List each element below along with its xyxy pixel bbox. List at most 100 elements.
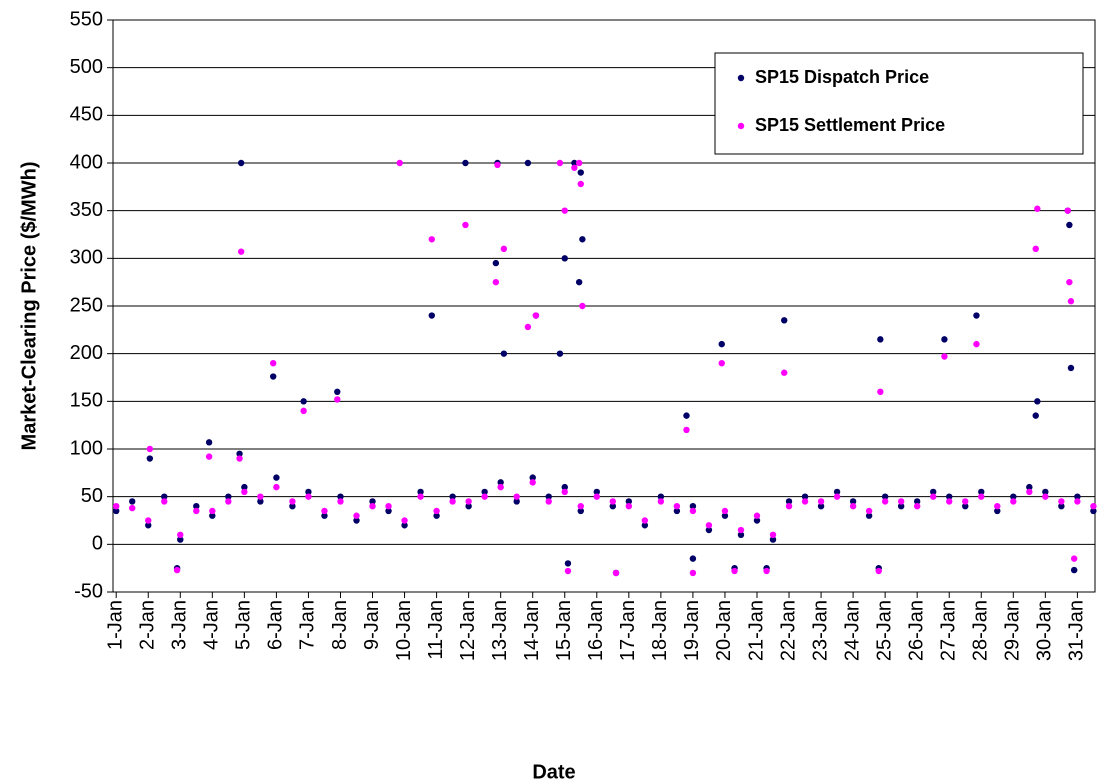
data-point <box>237 248 245 255</box>
data-point <box>161 498 168 505</box>
data-point <box>897 503 905 510</box>
data-point <box>833 488 841 496</box>
data-point <box>462 159 469 167</box>
x-tick-label: 27-Jan <box>938 600 960 661</box>
data-point <box>1058 503 1065 510</box>
data-point <box>1032 245 1039 252</box>
data-point <box>494 161 501 169</box>
x-tick-label: 5-Jan <box>233 600 255 650</box>
data-point <box>428 236 435 243</box>
data-point <box>865 512 873 519</box>
data-point <box>978 493 985 500</box>
x-tick-label: 28-Jan <box>970 600 992 661</box>
legend-label: SP15 Settlement Price <box>755 115 945 135</box>
data-point <box>257 498 264 505</box>
data-point <box>705 522 713 529</box>
data-point <box>401 517 408 524</box>
data-point <box>575 278 583 286</box>
data-point <box>978 488 985 496</box>
data-point <box>500 350 508 357</box>
data-point <box>524 159 532 167</box>
data-point <box>577 503 584 510</box>
data-point <box>785 498 793 505</box>
data-point <box>561 483 568 491</box>
data-point <box>417 493 424 500</box>
data-point <box>718 340 725 348</box>
data-point <box>561 488 568 496</box>
data-point <box>433 512 440 519</box>
data-point <box>513 493 520 500</box>
data-point <box>237 159 245 167</box>
data-point <box>300 407 307 415</box>
data-point <box>769 536 777 543</box>
x-tick-label: 10-Jan <box>393 600 415 661</box>
data-point <box>1026 488 1033 496</box>
data-point <box>881 493 889 500</box>
data-point <box>257 493 264 500</box>
data-point <box>579 302 586 310</box>
x-tick-label: 4-Jan <box>201 600 223 650</box>
data-point <box>1090 503 1097 510</box>
data-point <box>962 503 969 510</box>
data-point <box>497 479 504 486</box>
x-tick-label: 8-Jan <box>329 600 351 650</box>
data-point <box>465 498 472 505</box>
data-point <box>385 507 392 515</box>
x-tick-label: 2-Jan <box>137 600 159 650</box>
data-point <box>673 507 681 515</box>
data-point <box>877 388 884 395</box>
data-point <box>532 312 540 319</box>
data-point <box>524 323 532 331</box>
data-point <box>785 503 793 510</box>
data-point <box>689 503 697 510</box>
data-point <box>334 396 341 403</box>
data-point <box>556 159 564 167</box>
data-point <box>865 507 873 515</box>
data-point <box>529 474 536 481</box>
y-tick-label: 450 <box>70 104 103 126</box>
data-point <box>337 498 344 505</box>
data-point <box>1064 207 1071 214</box>
data-point <box>145 522 152 529</box>
data-point <box>817 503 825 510</box>
data-point <box>612 569 620 577</box>
data-point <box>962 498 969 505</box>
data-point <box>718 360 725 367</box>
data-point <box>337 493 344 500</box>
data-point <box>449 493 456 500</box>
data-point <box>209 507 216 515</box>
data-point <box>113 507 120 515</box>
x-tick-label: 24-Jan <box>841 600 863 661</box>
x-axis-label: Date <box>532 761 575 783</box>
x-tick-label: 15-Jan <box>553 600 575 661</box>
y-axis-label: Market-Clearing Price ($/MWh) <box>18 162 40 451</box>
data-point <box>241 483 248 491</box>
data-point <box>205 439 213 446</box>
data-point <box>1034 205 1041 212</box>
data-point <box>571 159 578 167</box>
data-point <box>300 398 307 405</box>
data-point <box>817 498 825 505</box>
y-tick-label: 200 <box>70 342 103 364</box>
data-point <box>273 483 280 491</box>
data-point <box>801 498 809 505</box>
x-tick-label: 14-Jan <box>521 600 543 661</box>
x-tick-label: 3-Jan <box>169 600 191 650</box>
x-tick-label: 20-Jan <box>713 600 735 661</box>
data-point <box>193 503 200 510</box>
data-point <box>1026 483 1033 491</box>
data-point <box>1042 488 1049 496</box>
x-tick-label: 12-Jan <box>457 600 479 661</box>
data-point <box>801 493 809 500</box>
data-point <box>913 498 921 505</box>
data-point <box>564 567 572 575</box>
data-point <box>334 388 341 395</box>
data-point <box>177 531 184 538</box>
data-point <box>994 503 1001 510</box>
data-point <box>193 507 200 515</box>
data-point <box>577 169 584 176</box>
data-point <box>321 512 328 519</box>
y-tick-label: 50 <box>81 485 103 507</box>
data-point <box>289 503 296 510</box>
data-point <box>205 453 213 460</box>
